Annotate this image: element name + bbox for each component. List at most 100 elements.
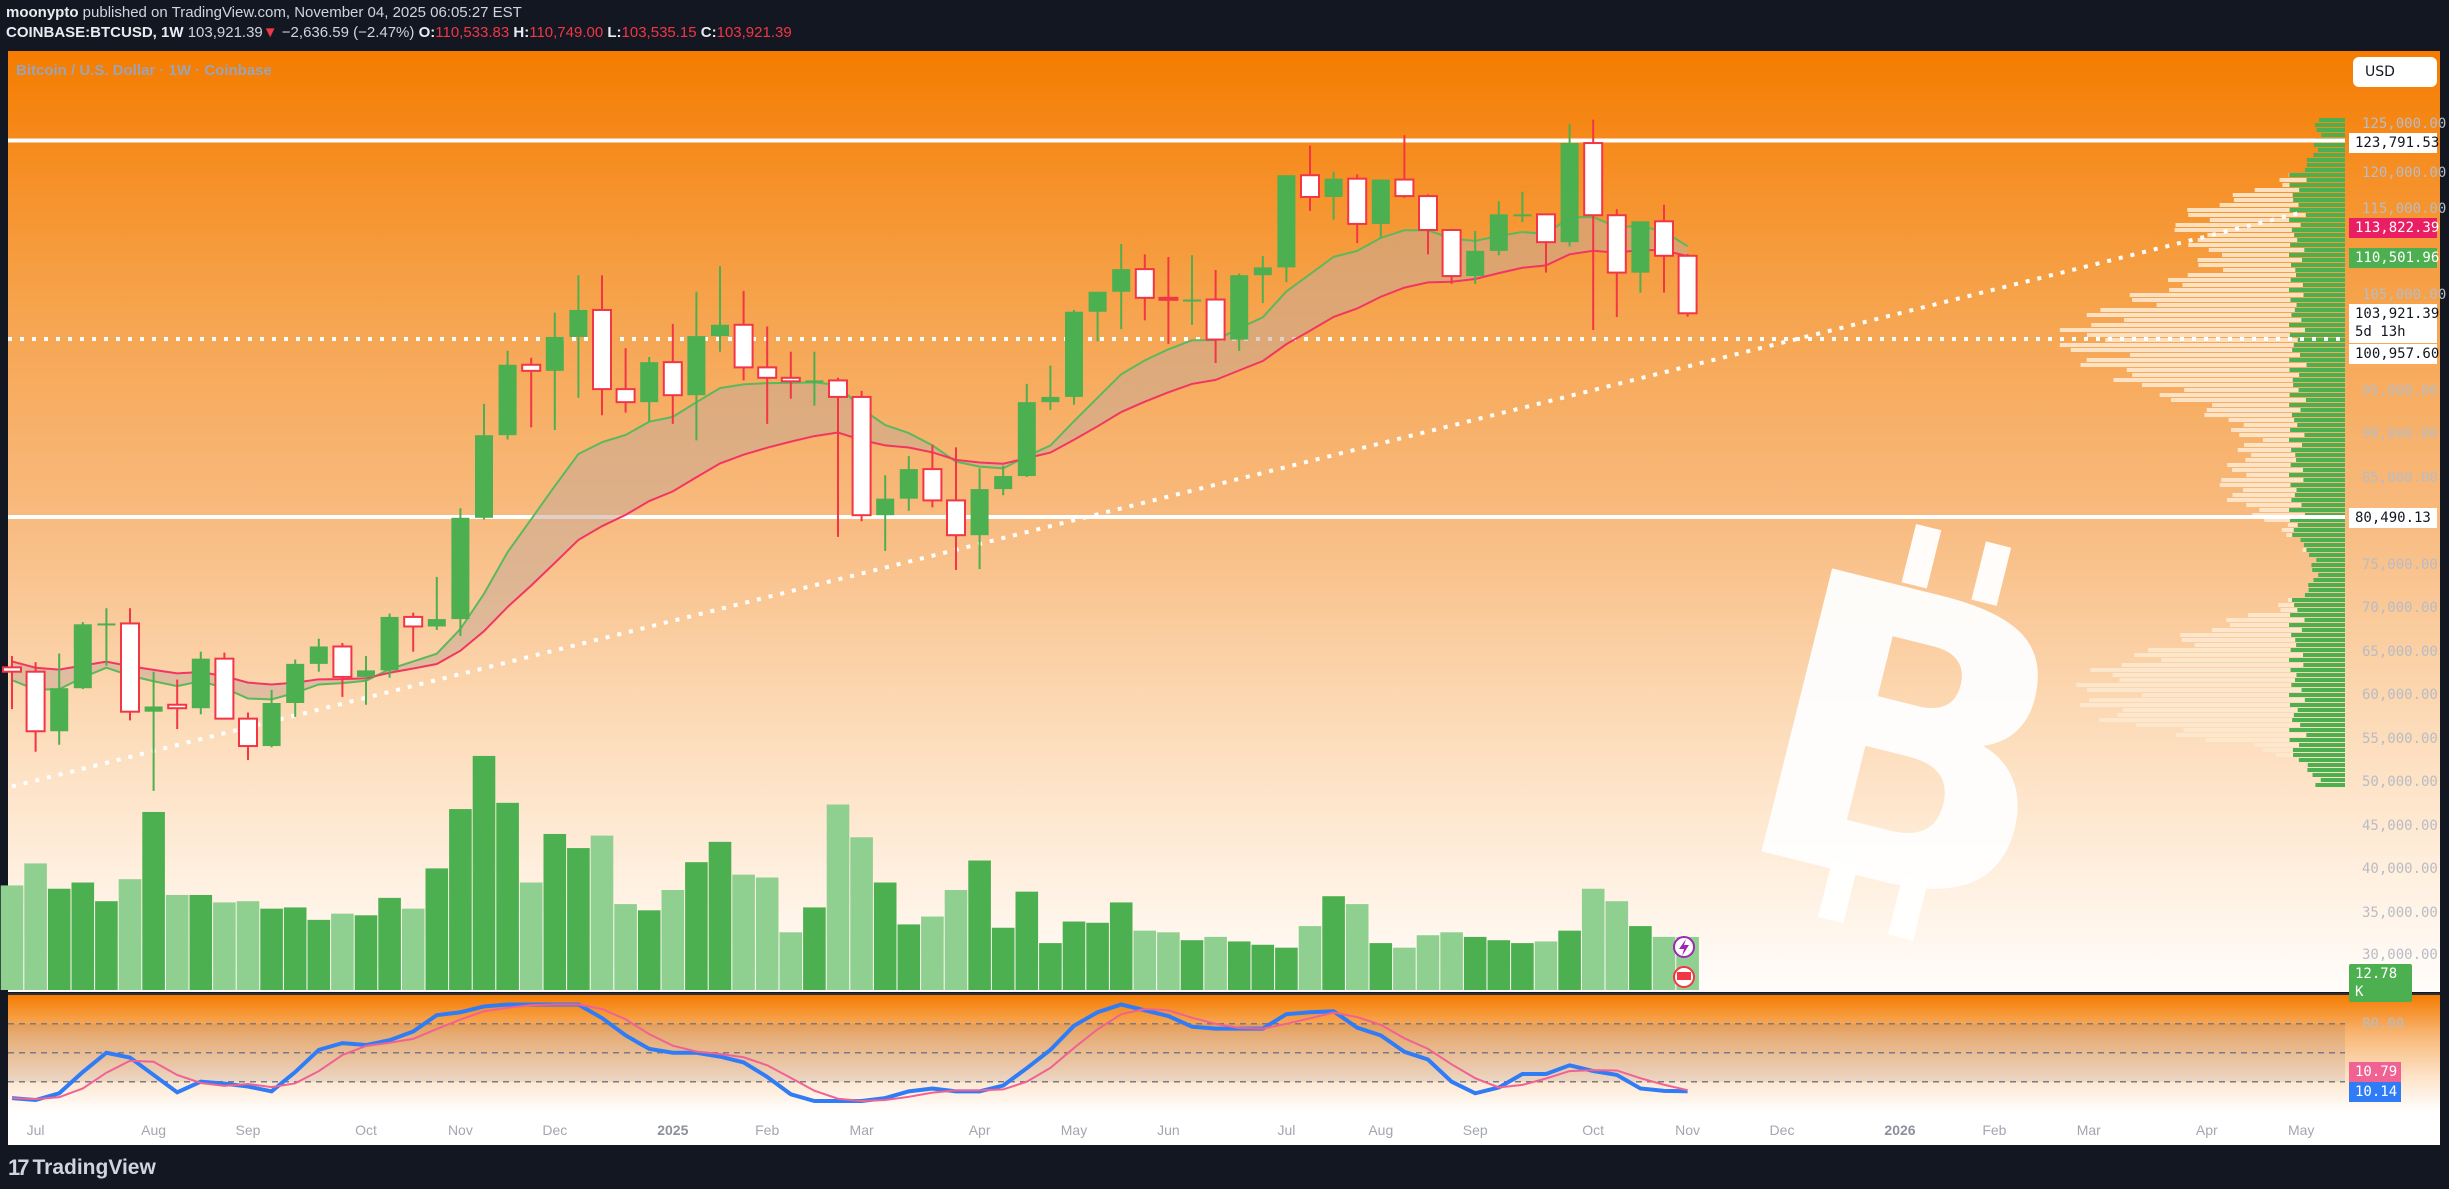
candle-body [1347, 177, 1368, 225]
ema-fast-price-label: 110,501.96 [2349, 248, 2439, 268]
profile-row-total [2208, 248, 2305, 252]
profile-row-up [2304, 513, 2345, 517]
profile-row-up [2297, 608, 2345, 612]
profile-row-total [2219, 203, 2299, 207]
volume-bar [1416, 935, 1440, 990]
profile-row-up [2306, 163, 2345, 167]
profile-row-up [2318, 573, 2345, 577]
drawing-lines[interactable] [8, 138, 2345, 789]
profile-row-up [2289, 358, 2345, 362]
candle-body [1158, 296, 1179, 301]
candle [994, 465, 1013, 496]
volume-bars [0, 755, 1699, 990]
candle [1253, 256, 1272, 304]
profile-row-total [2207, 233, 2295, 237]
price-change: −2,636.59 (−2.47%) [281, 24, 415, 41]
profile-row-total [2226, 618, 2305, 622]
profile-row-up [2306, 548, 2345, 552]
profile-row-up [2298, 758, 2345, 762]
profile-row-up [2292, 193, 2345, 197]
candle-body [1253, 267, 1272, 276]
profile-row-up [2313, 578, 2345, 582]
ema-ribbon [11, 215, 1689, 701]
profile-row-total [2080, 363, 2307, 367]
volume-bar [213, 902, 236, 990]
price-tick: 60,000.00 [2362, 687, 2438, 704]
profile-row-total [2180, 633, 2292, 637]
profile-row-up [2293, 383, 2345, 387]
profile-row-total [2129, 293, 2304, 297]
volume-bar [755, 877, 779, 990]
volume-bar [1227, 941, 1251, 990]
profile-row-total [2276, 753, 2294, 757]
profile-row-total [2174, 228, 2292, 232]
chart-legend[interactable]: Bitcoin / U.S. Dollar · 1W · Coinbase [16, 62, 272, 79]
profile-row-up [2291, 448, 2345, 452]
candles [2, 119, 1698, 791]
profile-row-total [2124, 318, 2302, 322]
last-price-label: 103,921.39 5d 13h [2349, 304, 2439, 343]
candle [451, 508, 470, 637]
profile-row-up [2313, 153, 2345, 157]
currency-button[interactable]: USD [2353, 57, 2437, 87]
volume-bar [95, 901, 118, 990]
candle [498, 350, 517, 440]
candle [50, 653, 69, 745]
price-tick: 30,000.00 [2362, 947, 2438, 963]
profile-row-total [2197, 238, 2298, 242]
price-tick: 125,000.00 [2362, 116, 2447, 132]
profile-row-total [2297, 758, 2299, 762]
profile-row-up [2298, 203, 2345, 207]
profile-row-up [2289, 438, 2345, 442]
volume-profile [2059, 118, 2345, 787]
profile-row-total [2211, 628, 2302, 632]
profile-row-up [2321, 133, 2345, 137]
time-axis[interactable] [8, 1112, 2440, 1145]
volume-bar [873, 882, 897, 990]
candle [1583, 119, 1604, 330]
profile-row-total [2079, 703, 2290, 707]
profile-row-up [2291, 313, 2345, 317]
candle-body [1277, 175, 1296, 268]
tradingview-logo[interactable]: 17 TradingView [8, 1155, 156, 1181]
profile-row-total [2175, 733, 2307, 737]
candle [1112, 243, 1131, 330]
profile-row-up [2289, 368, 2345, 372]
profile-row-total [2302, 548, 2307, 552]
time-tick: Jul [26, 1122, 45, 1138]
candle-body [1112, 269, 1131, 292]
volume-bar [1322, 896, 1345, 990]
volume-bar [1062, 921, 1086, 990]
profile-row-up [2290, 428, 2345, 432]
profile-row-up [2303, 478, 2345, 482]
ema-slow-line [11, 248, 1688, 686]
profile-row-total [2126, 368, 2290, 372]
candle-body [214, 657, 235, 720]
candle [757, 326, 778, 424]
profile-row-total [2247, 613, 2291, 617]
candle-body [191, 658, 210, 709]
price-tick: 90,000.00 [2362, 426, 2438, 443]
profile-row-up [2301, 628, 2345, 632]
profile-row-up [2293, 528, 2345, 532]
stoch-d-label: 10.79 [2349, 1062, 2401, 1082]
profile-row-total [2251, 453, 2296, 457]
profile-row-up [2300, 723, 2345, 727]
profile-row-up [2290, 278, 2345, 282]
candle-body [1017, 402, 1036, 477]
candle-body [1065, 311, 1083, 397]
main-price-pane[interactable] [8, 51, 2440, 992]
profile-row-up [2289, 288, 2345, 292]
indicator-icons[interactable] [1673, 936, 1695, 988]
author-name[interactable]: moonypto [6, 4, 79, 21]
candle-body [1489, 214, 1508, 251]
profile-row-up [2300, 538, 2345, 542]
volume-bar [165, 894, 189, 990]
candle [1513, 191, 1532, 223]
profile-row-total [2262, 438, 2290, 442]
volume-bar [826, 804, 850, 990]
time-tick: Jun [1157, 1122, 1180, 1138]
profile-row-total [2259, 508, 2290, 512]
profile-row-up [2290, 243, 2345, 247]
